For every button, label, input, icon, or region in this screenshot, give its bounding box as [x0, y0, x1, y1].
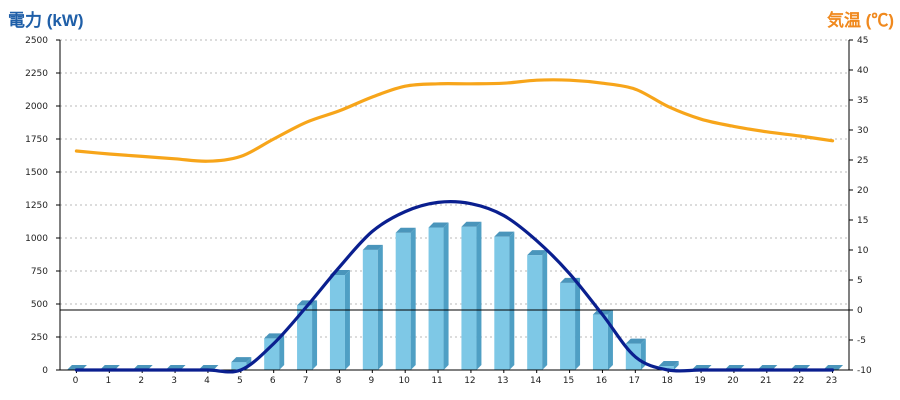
right-tick-label: 10	[857, 246, 869, 256]
x-tick-label: 3	[171, 376, 177, 386]
bar	[494, 231, 515, 370]
bar-series	[66, 221, 844, 370]
bar-top	[658, 361, 679, 367]
x-tick-label: 18	[661, 376, 673, 386]
left-tick-label: 250	[31, 333, 48, 343]
x-tick-label: 1	[105, 376, 111, 386]
x-tick-label: 7	[303, 376, 309, 386]
bar-top	[395, 227, 416, 233]
bar-front	[461, 226, 477, 370]
bar-front	[297, 305, 313, 370]
left-tick-label: 2500	[25, 36, 48, 46]
bar-top	[362, 244, 383, 250]
x-tick-label: 20	[727, 376, 739, 386]
bar-side	[607, 309, 613, 370]
line-series	[74, 78, 835, 374]
x-tick-label: 17	[629, 376, 640, 386]
bar	[395, 227, 416, 370]
x-tick-label: 15	[563, 376, 574, 386]
x-tick-label: 10	[398, 376, 410, 386]
right-tick-label: -5	[857, 336, 866, 346]
x-tick-label: 4	[204, 376, 210, 386]
left-tick-label: 500	[31, 300, 48, 310]
x-tick-label: 9	[368, 376, 374, 386]
bar-top	[461, 221, 482, 227]
bar-top	[494, 231, 515, 237]
left-tick-label: 1000	[25, 234, 48, 244]
bar-side	[443, 222, 449, 370]
x-tick-label: 6	[270, 376, 276, 386]
x-tick-label: 22	[793, 376, 804, 386]
right-tick-label: 5	[857, 276, 863, 286]
bar-side	[410, 227, 416, 370]
left-tick-label: 2000	[25, 102, 48, 112]
temperature-line	[74, 78, 835, 163]
bar-front	[494, 236, 510, 370]
bar-front	[329, 274, 345, 370]
x-tick-label: 12	[464, 376, 475, 386]
x-tick-label: 0	[73, 376, 79, 386]
bar-side	[673, 361, 679, 370]
bar-side	[640, 338, 646, 370]
bar-front	[395, 232, 411, 370]
x-tick-label: 23	[826, 376, 837, 386]
bar-front	[428, 227, 444, 370]
power-line	[74, 200, 835, 374]
bar-front	[560, 282, 576, 370]
left-tick-label: 1500	[25, 168, 48, 178]
bar-top	[625, 338, 646, 344]
bar	[592, 309, 613, 370]
tick-labels: 02505007501000125015001750200022502500-1…	[25, 36, 872, 386]
x-tick-label: 19	[694, 376, 706, 386]
x-tick-label: 11	[431, 376, 442, 386]
left-axis-title: 電力 (kW)	[8, 11, 84, 30]
bar-side	[476, 221, 482, 370]
right-axis-title: 気温 (℃)	[826, 11, 894, 30]
left-tick-label: 1750	[25, 135, 48, 145]
right-tick-label: 35	[857, 96, 868, 106]
bar	[329, 269, 350, 370]
left-tick-label: 2250	[25, 69, 48, 79]
axes	[56, 39, 853, 373]
right-tick-label: 20	[857, 186, 869, 196]
bar	[625, 338, 646, 370]
bar-side	[279, 333, 285, 370]
bar-front	[231, 362, 247, 370]
left-tick-label: 1250	[25, 201, 48, 211]
bar	[297, 300, 318, 370]
bar-front	[592, 314, 608, 370]
x-tick-label: 21	[760, 376, 771, 386]
bar	[461, 221, 482, 370]
bar-top	[231, 357, 252, 363]
bar-side	[344, 269, 350, 370]
bar-front	[527, 255, 543, 370]
bar	[362, 244, 383, 370]
bar	[428, 222, 449, 370]
right-tick-label: -10	[857, 366, 872, 376]
bar	[560, 277, 581, 370]
right-tick-label: 30	[857, 126, 869, 136]
x-tick-label: 13	[497, 376, 508, 386]
bar-top	[428, 222, 449, 228]
gridlines	[60, 39, 849, 338]
left-tick-label: 750	[31, 267, 48, 277]
bar-front	[264, 338, 280, 370]
x-tick-label: 2	[138, 376, 144, 386]
left-tick-label: 0	[42, 366, 48, 376]
right-tick-label: 45	[857, 36, 868, 46]
bar-side	[377, 244, 383, 370]
right-tick-label: 15	[857, 216, 868, 226]
bar-top	[527, 250, 548, 256]
right-tick-label: 40	[857, 66, 869, 76]
x-tick-label: 14	[530, 376, 542, 386]
bar-side	[312, 300, 318, 370]
right-tick-label: 25	[857, 156, 868, 166]
bar-side	[575, 277, 581, 370]
bar-side	[509, 231, 515, 370]
x-tick-label: 5	[237, 376, 243, 386]
x-tick-label: 16	[596, 376, 608, 386]
x-tick-label: 8	[336, 376, 342, 386]
right-tick-label: 0	[857, 306, 863, 316]
